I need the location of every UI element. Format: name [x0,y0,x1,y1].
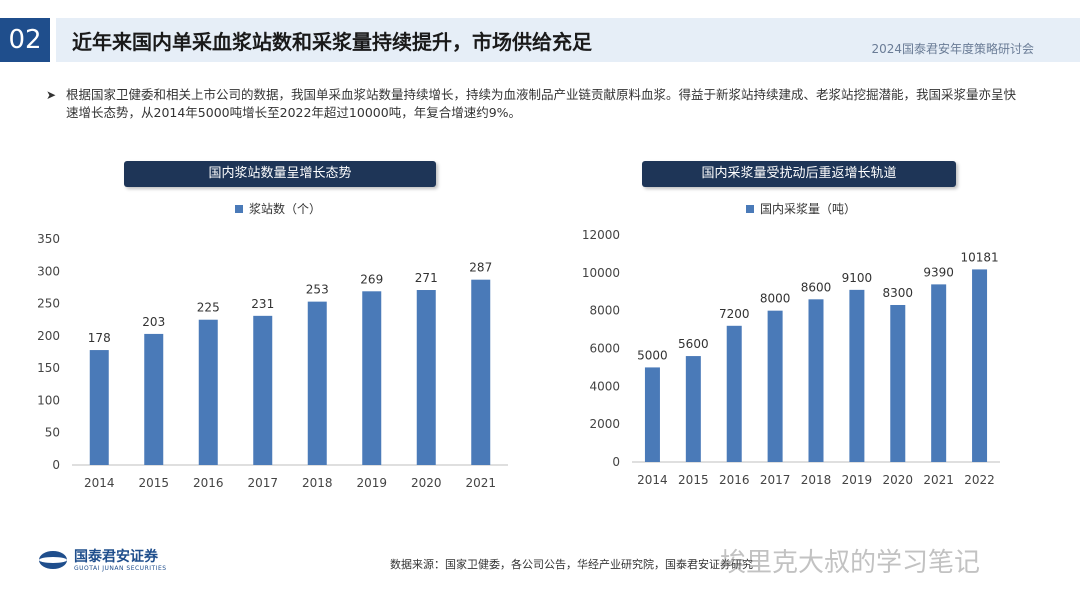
chart2-plot: 国内采浆量（吨） 0 2000 4000 6000 8000 10000 12000 5000 2… [582,201,1000,487]
chart2-xtick-label: 2021 [923,473,954,487]
chart2-xtick-label: 2015 [678,473,709,487]
chart1-ytick-label: 0 [52,458,60,472]
watermark: 埃里克大叔的学习笔记 [720,548,981,578]
chart2-bar [890,304,906,462]
chart2-data-label: 9100 [842,271,873,285]
chart2-bar [931,284,947,462]
chart1-data-label: 178 [88,331,111,345]
chart2-data-label: 9390 [923,265,954,279]
chart2-ytick-label: 10000 [582,266,620,280]
chart1-ytick-label: 50 [45,426,60,440]
chart1-bar [253,315,273,465]
summary-paragraph: 根据国家卫健委和相关上市公司的数据，我国单采血浆站数量持续增长，持续为血液制品产… [66,87,1017,120]
chart2-xtick-label: 2016 [719,473,750,487]
chart1-title: 国内浆站数量呈增长态势 [124,161,436,187]
chart2-data-label: 7200 [719,307,750,321]
chart2-bar [972,269,988,462]
chart1-xtick-label: 2021 [465,476,496,490]
chart2-xtick-label: 2018 [801,473,832,487]
chart1-plot: 浆站数（个） 0 50 100 150 200 250 300 350 178 2014 203 201… [37,201,508,490]
chart1-data-label: 287 [469,261,492,275]
chart1-xtick-label: 2016 [193,476,224,490]
logo-text-en: GUOTAI JUNAN SECURITIES [74,565,167,572]
chart2-ytick-label: 8000 [589,304,620,318]
chart1-ytick-label: 150 [37,361,60,375]
chart1-bar [144,333,164,465]
chart2-bar [644,367,660,462]
chart2-legend-label: 国内采浆量（吨） [760,201,856,216]
header-bar: 02 近年来国内单采血浆站数和采浆量持续提升，市场供给充足 2024国泰君安年度… [0,0,1080,72]
chart2-bar [767,310,783,462]
chart1-data-label: 225 [197,301,220,315]
chart1-legend-label: 浆站数（个） [249,201,321,216]
chart1-bar [471,279,491,465]
chart2-ytick-label: 6000 [589,342,620,356]
chart1-xtick-label: 2017 [247,476,278,490]
chart2-xtick-label: 2017 [760,473,791,487]
chart2-bar [726,325,742,462]
data-source: 数据来源：国家卫健委，各公司公告，华经产业研究院，国泰君安证券研究 [390,558,753,571]
conference-label: 2024国泰君安年度策略研讨会 [871,42,1034,56]
title-band [56,18,1080,62]
chart2-xtick-label: 2022 [964,473,995,487]
company-logo: 国泰君安证券 GUOTAI JUNAN SECURITIES [38,546,238,576]
chart1-legend-swatch [235,205,243,213]
chart1-xtick-label: 2018 [302,476,333,490]
chart2-bar [849,289,865,462]
chart1-data-label: 231 [251,297,274,311]
chart1-bar [307,301,327,465]
bullet-icon: ➤ [46,88,57,102]
chart1-bar [416,290,436,465]
logo-text-cn: 国泰君安证券 [74,549,158,565]
chart1-xtick-label: 2014 [84,476,115,490]
chart1-data-label: 253 [306,283,329,297]
logo-icon [39,551,67,569]
chart1-xtick-label: 2019 [356,476,387,490]
chart2-ytick-label: 2000 [589,417,620,431]
section-number: 02 [0,18,50,62]
chart2-xtick-label: 2019 [842,473,873,487]
chart2-legend-swatch [746,205,754,213]
chart2-xtick-label: 2014 [637,473,668,487]
chart2-ytick-label: 0 [612,455,620,469]
chart1-ytick-label: 250 [37,297,60,311]
chart2-data-label: 8300 [883,286,914,300]
chart1-bar [362,291,382,465]
chart2-data-label: 8600 [801,280,832,294]
chart2-data-label: 10181 [960,250,998,264]
chart1-ytick-label: 100 [37,393,60,407]
chart2-ytick-label: 4000 [589,379,620,393]
chart2-title: 国内采浆量受扰动后重返增长轨道 [642,161,956,187]
chart1-bar [89,350,109,465]
chart2-data-label: 5600 [678,337,709,351]
chart1-ytick-label: 350 [37,232,60,246]
chart1-xtick-label: 2020 [411,476,442,490]
chart1-data-label: 269 [360,272,383,286]
chart2-xtick-label: 2020 [883,473,914,487]
page-title: 近年来国内单采血浆站数和采浆量持续提升，市场供给充足 [72,30,592,54]
chart2-data-label: 8000 [760,292,791,306]
chart2-bar [808,299,824,462]
chart1-ytick-label: 200 [37,329,60,343]
chart2-bar [685,356,701,462]
chart1-xtick-label: 2015 [138,476,169,490]
chart2-data-label: 5000 [637,348,668,362]
chart1-bar [198,319,218,465]
chart1-data-label: 203 [142,315,165,329]
chart2-ytick-label: 12000 [582,228,620,242]
chart1-data-label: 271 [415,271,438,285]
chart1-ytick-label: 300 [37,264,60,278]
